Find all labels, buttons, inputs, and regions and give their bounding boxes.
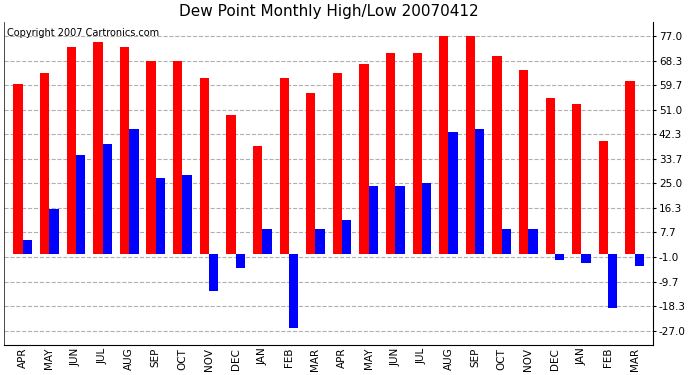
- Bar: [235, 254, 245, 268]
- Bar: [502, 229, 511, 254]
- Bar: [289, 254, 298, 328]
- Bar: [209, 254, 218, 291]
- Bar: [555, 254, 564, 260]
- Bar: [572, 104, 582, 254]
- Bar: [359, 64, 368, 254]
- Bar: [129, 129, 139, 254]
- Bar: [315, 229, 325, 254]
- Bar: [306, 93, 315, 254]
- Title: Dew Point Monthly High/Low 20070412: Dew Point Monthly High/Low 20070412: [179, 4, 479, 19]
- Bar: [103, 144, 112, 254]
- Bar: [156, 178, 165, 254]
- Bar: [67, 47, 76, 254]
- Bar: [14, 84, 23, 254]
- Bar: [333, 73, 342, 254]
- Bar: [395, 186, 404, 254]
- Bar: [599, 141, 608, 254]
- Bar: [475, 129, 484, 254]
- Bar: [173, 62, 182, 254]
- Bar: [519, 70, 529, 254]
- Bar: [635, 254, 644, 266]
- Bar: [76, 155, 86, 254]
- Bar: [493, 56, 502, 254]
- Bar: [529, 229, 538, 254]
- Bar: [386, 53, 395, 254]
- Bar: [608, 254, 618, 308]
- Bar: [40, 73, 50, 254]
- Bar: [93, 42, 103, 254]
- Bar: [50, 209, 59, 254]
- Bar: [582, 254, 591, 263]
- Bar: [262, 229, 272, 254]
- Text: Copyright 2007 Cartronics.com: Copyright 2007 Cartronics.com: [8, 28, 159, 38]
- Bar: [342, 220, 351, 254]
- Bar: [368, 186, 378, 254]
- Bar: [279, 78, 289, 254]
- Bar: [439, 36, 449, 254]
- Bar: [253, 147, 262, 254]
- Bar: [199, 78, 209, 254]
- Bar: [422, 183, 431, 254]
- Bar: [182, 175, 192, 254]
- Bar: [146, 62, 156, 254]
- Bar: [413, 53, 422, 254]
- Bar: [23, 240, 32, 254]
- Bar: [448, 132, 457, 254]
- Bar: [546, 98, 555, 254]
- Bar: [226, 115, 235, 254]
- Bar: [625, 81, 635, 254]
- Bar: [120, 47, 129, 254]
- Bar: [466, 36, 475, 254]
